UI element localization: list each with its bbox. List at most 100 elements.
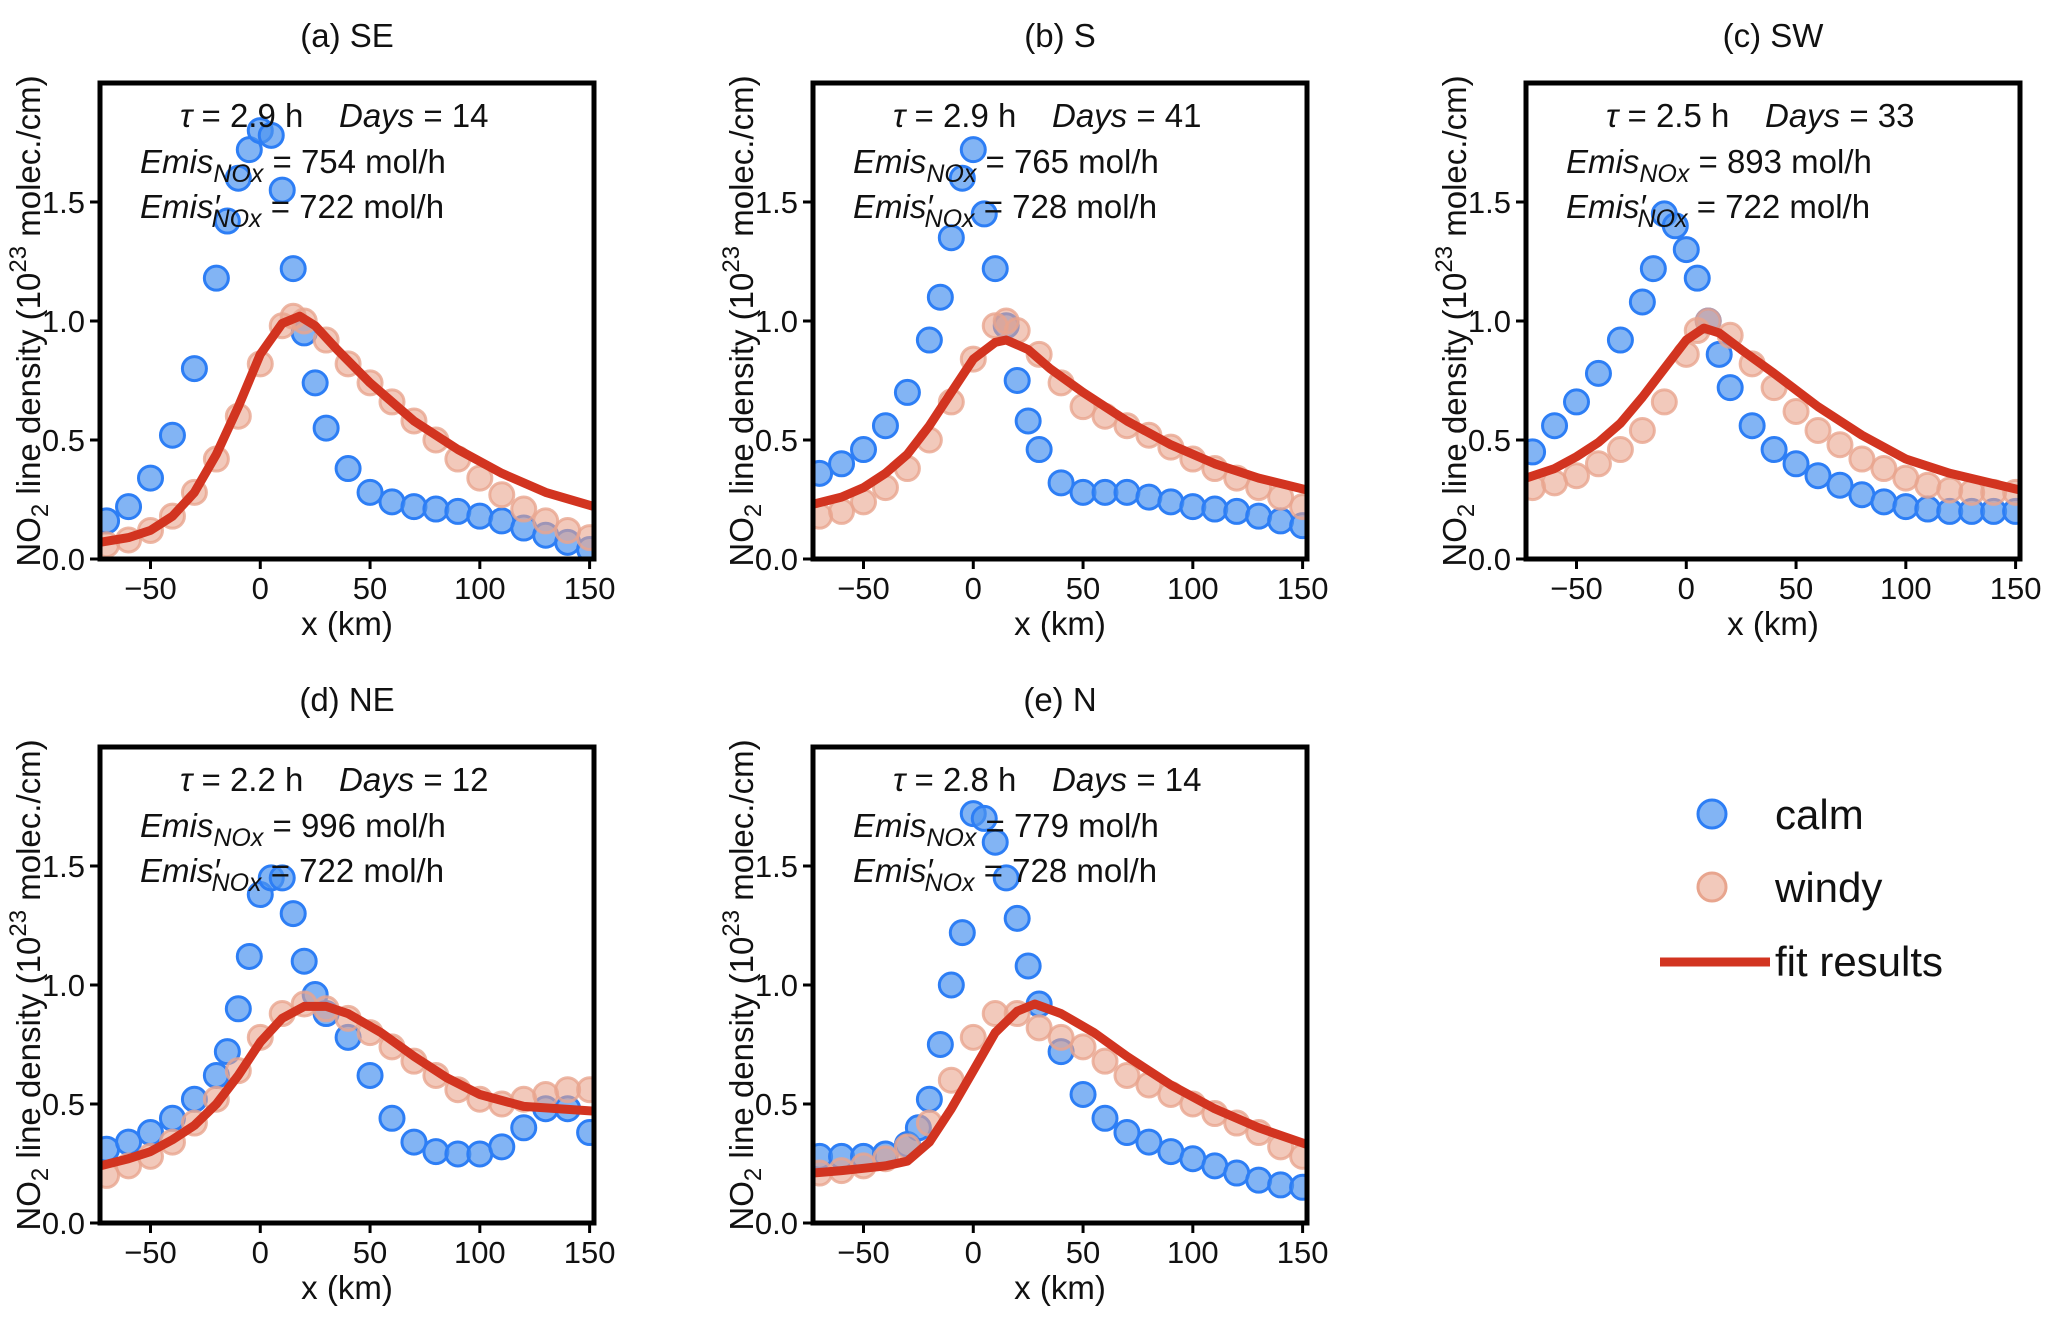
calm-point (828, 450, 856, 478)
x-axis-label: x (km) (301, 605, 393, 642)
calm-point (378, 488, 406, 516)
annotation-emis: EmisNOx = 765 mol/h (853, 143, 1159, 188)
y-axis-label: NO2 line density (1023 molec./cm) (1431, 75, 1480, 566)
fit-line (813, 335, 1307, 509)
legend-group: calm windy fit results (1660, 791, 1943, 985)
calm-point (202, 1061, 230, 1089)
calm-point (1135, 483, 1163, 511)
calm-point (1223, 497, 1251, 525)
calm-point (1606, 326, 1634, 354)
series-windy (100, 990, 594, 1189)
y-tick-label: 1.0 (1468, 304, 1511, 339)
calm-point (158, 1104, 186, 1132)
calm-point (290, 947, 318, 975)
windy-point (576, 1076, 594, 1104)
x-tick-label: −50 (1550, 571, 1603, 606)
calm-point (1683, 264, 1711, 292)
x-tick-label: −50 (124, 1235, 177, 1270)
calm-point (235, 942, 263, 970)
series-calm (100, 117, 594, 559)
calm-point (1267, 1171, 1295, 1199)
calm-point (1201, 495, 1229, 523)
y-tick-label: 1.5 (1468, 185, 1511, 220)
calm-point (1672, 236, 1700, 264)
calm-point (422, 495, 450, 523)
windy-point (1584, 450, 1612, 478)
y-tick-label: 1.5 (42, 185, 85, 220)
windy-point (1562, 462, 1590, 490)
annotation-emis-prime: Emis′NOx = 722 mol/h (140, 852, 444, 897)
windy-point (1091, 1047, 1119, 1075)
calm-point (959, 136, 987, 164)
x-tick-label: 0 (252, 1235, 269, 1270)
windy-point (1914, 471, 1942, 499)
windy-point (532, 507, 560, 535)
calm-point (576, 1119, 594, 1147)
panel-4: −50 0 50 100 150 0.0 0.5 1.0 1.5 (e) N x (km) NO2 l… (718, 681, 1328, 1306)
windy-point (554, 516, 582, 544)
windy-point (1870, 455, 1898, 483)
windy-point (1289, 493, 1307, 521)
calm-point (1639, 255, 1667, 283)
x-tick-label: 50 (1779, 571, 1813, 606)
windy-point (1113, 1061, 1141, 1089)
annotation-tau: τ = 2.9 h (893, 97, 1016, 134)
calm-point (1870, 488, 1898, 516)
windy-point (554, 1076, 582, 1104)
fit-line (100, 1001, 594, 1171)
calm-point (937, 971, 965, 999)
y-tick-label: 1.0 (42, 968, 85, 1003)
calm-point (334, 455, 362, 483)
y-tick-label: 1.5 (755, 849, 798, 884)
windy-point (1782, 397, 1810, 425)
annotation-emis: EmisNOx = 893 mol/h (1566, 143, 1872, 188)
calm-point (268, 176, 296, 204)
x-tick-label: 150 (1277, 571, 1329, 606)
windy-point (1936, 476, 1964, 504)
annotation-emis: EmisNOx = 996 mol/h (140, 807, 446, 852)
y-axis-label: NO2 line density (1023 molec./cm) (5, 739, 54, 1230)
y-tick-label: 0.0 (755, 1206, 798, 1241)
calm-point (268, 864, 296, 892)
x-axis-label: x (km) (1727, 605, 1819, 642)
calm-point (1245, 502, 1273, 530)
windy-point (1826, 431, 1854, 459)
calm-point (136, 1119, 164, 1147)
calm-point (488, 507, 516, 535)
calm-point (1014, 952, 1042, 980)
x-tick-label: −50 (124, 571, 177, 606)
x-tick-label: 150 (1277, 1235, 1329, 1270)
plot-area (100, 117, 594, 559)
calm-point (1091, 1104, 1119, 1132)
plot-area (813, 136, 1307, 540)
y-axis-label: NO2 line density (1023 molec./cm) (718, 739, 767, 1230)
calm-point (1069, 478, 1097, 506)
y-tick-label: 0.5 (755, 1087, 798, 1122)
windy-point (576, 524, 594, 552)
calm-point (1179, 1145, 1207, 1173)
annotation-emis-prime: Emis′NOx = 728 mol/h (853, 188, 1157, 233)
calm-point (400, 493, 428, 521)
x-tick-label: 100 (1880, 571, 1932, 606)
calm-point (466, 502, 494, 530)
calm-point (115, 1128, 143, 1156)
windy-point (1804, 416, 1832, 444)
calm-point (871, 412, 899, 440)
calm-point (224, 164, 252, 192)
windy-point (1628, 416, 1656, 444)
calm-point (1179, 493, 1207, 521)
calm-point (1661, 212, 1689, 240)
panel-title: (d) NE (299, 681, 394, 718)
calm-point (915, 1085, 943, 1113)
annotation-emis: EmisNOx = 754 mol/h (140, 143, 446, 188)
calm-point (1804, 462, 1832, 490)
windy-point (1606, 436, 1634, 464)
calm-point (1526, 438, 1547, 466)
calm-point (981, 255, 1009, 283)
calm-point (1760, 436, 1788, 464)
calm-point (224, 995, 252, 1023)
calm-point (444, 1140, 472, 1168)
calm-point (1738, 412, 1766, 440)
panel-title: (b) S (1024, 17, 1096, 54)
windy-point (1892, 464, 1920, 492)
